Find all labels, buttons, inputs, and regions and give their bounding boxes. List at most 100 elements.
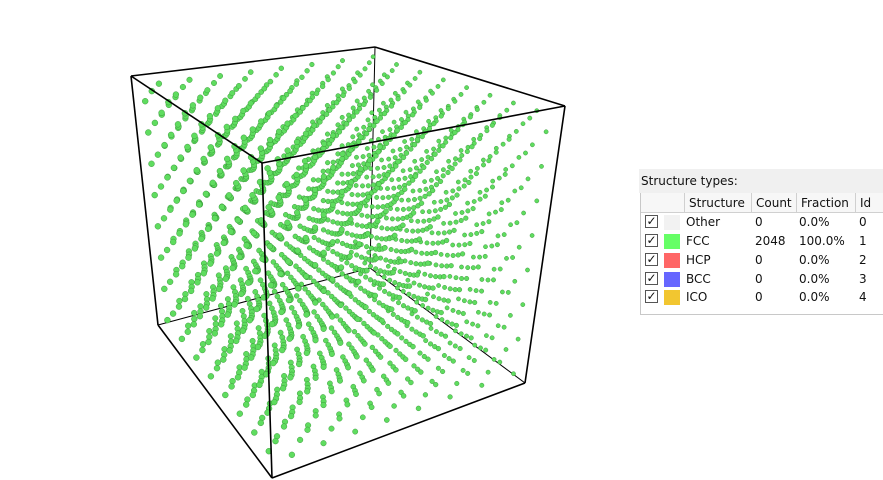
- atom: [199, 346, 206, 354]
- atom: [268, 320, 276, 328]
- header-structure[interactable]: Structure: [685, 193, 752, 213]
- table-row[interactable]: ✓ ICO 0 0.0% 4: [641, 288, 883, 307]
- header-count[interactable]: Count: [752, 193, 797, 213]
- atom: [446, 158, 451, 164]
- atom: [223, 123, 230, 131]
- visibility-checkbox[interactable]: ✓: [645, 252, 658, 266]
- atom: [258, 118, 265, 125]
- atom: [422, 284, 428, 290]
- atom: [379, 225, 385, 231]
- atom: [228, 383, 235, 390]
- color-swatch[interactable]: [664, 253, 680, 268]
- atom: [311, 278, 317, 284]
- atom: [456, 309, 461, 315]
- atom: [389, 216, 395, 222]
- table-row[interactable]: ✓ FCC 2048 100.0% 1: [641, 232, 883, 251]
- atom: [189, 102, 197, 109]
- atom: [257, 277, 264, 283]
- color-swatch[interactable]: [664, 290, 680, 305]
- atom: [413, 329, 419, 335]
- atom: [354, 126, 360, 132]
- header-id[interactable]: Id: [856, 193, 883, 213]
- atom: [430, 285, 436, 291]
- atom: [475, 323, 481, 329]
- atom: [217, 73, 223, 79]
- atom: [425, 356, 431, 362]
- atom: [468, 174, 474, 180]
- atom: [476, 309, 481, 315]
- atom: [456, 296, 461, 302]
- color-swatch[interactable]: [664, 234, 680, 249]
- atom: [480, 221, 486, 226]
- color-swatch[interactable]: [664, 272, 680, 287]
- atom: [320, 440, 327, 447]
- atom: [455, 179, 461, 185]
- atom: [500, 141, 506, 147]
- atom: [452, 161, 458, 167]
- color-swatch[interactable]: [664, 215, 680, 230]
- atom: [504, 256, 509, 261]
- atom: [380, 281, 387, 287]
- atom: [407, 167, 413, 173]
- atom: [392, 155, 398, 161]
- atom: [406, 197, 411, 203]
- atom: [384, 215, 389, 221]
- atom: [450, 242, 456, 248]
- atom: [481, 99, 487, 105]
- atom: [376, 242, 382, 248]
- atom: [249, 337, 256, 344]
- atom: [436, 230, 441, 236]
- atom: [399, 238, 405, 243]
- atom: [417, 350, 423, 356]
- atom: [467, 240, 473, 246]
- atom: [474, 230, 480, 236]
- atom: [330, 132, 336, 139]
- atom: [456, 242, 462, 248]
- table-row[interactable]: ✓ BCC 0 0.0% 3: [641, 270, 883, 289]
- atom: [447, 286, 453, 292]
- atom: [484, 333, 489, 338]
- atom: [409, 326, 415, 332]
- header-checkbox-column[interactable]: [641, 193, 685, 213]
- atom: [349, 232, 355, 238]
- atom: [304, 68, 310, 74]
- atom: [247, 100, 254, 107]
- visibility-checkbox[interactable]: ✓: [645, 233, 658, 247]
- atom: [465, 265, 471, 270]
- atom: [347, 216, 354, 223]
- atom: [193, 167, 200, 174]
- table-row[interactable]: ✓ Other 0 0.0% 0: [641, 213, 883, 232]
- atom: [377, 354, 384, 360]
- atom: [393, 347, 399, 353]
- atom: [170, 164, 178, 171]
- visibility-checkbox[interactable]: ✓: [645, 289, 658, 303]
- atom: [154, 223, 162, 230]
- atom: [204, 87, 211, 94]
- visibility-checkbox[interactable]: ✓: [645, 214, 658, 228]
- atom: [408, 246, 415, 253]
- atom: [233, 179, 240, 187]
- header-fraction[interactable]: Fraction: [797, 193, 856, 213]
- table-row[interactable]: ✓ HCP 0 0.0% 2: [641, 251, 883, 270]
- atom: [303, 349, 310, 357]
- atom: [179, 83, 186, 91]
- atom: [320, 249, 327, 256]
- atom: [383, 257, 389, 263]
- atom: [464, 85, 469, 90]
- visibility-checkbox[interactable]: ✓: [645, 271, 658, 285]
- atom: [438, 252, 444, 257]
- atom: [393, 248, 399, 254]
- atom: [450, 308, 456, 313]
- atom: [374, 218, 381, 225]
- atom: [345, 171, 351, 177]
- atom: [328, 351, 335, 357]
- structure-fraction: 0.0%: [799, 215, 830, 229]
- atom: [193, 354, 200, 361]
- atom: [501, 232, 507, 237]
- atom: [411, 142, 418, 148]
- atom: [366, 250, 372, 255]
- atom: [302, 130, 309, 137]
- atom: [411, 205, 417, 211]
- atom: [392, 280, 398, 286]
